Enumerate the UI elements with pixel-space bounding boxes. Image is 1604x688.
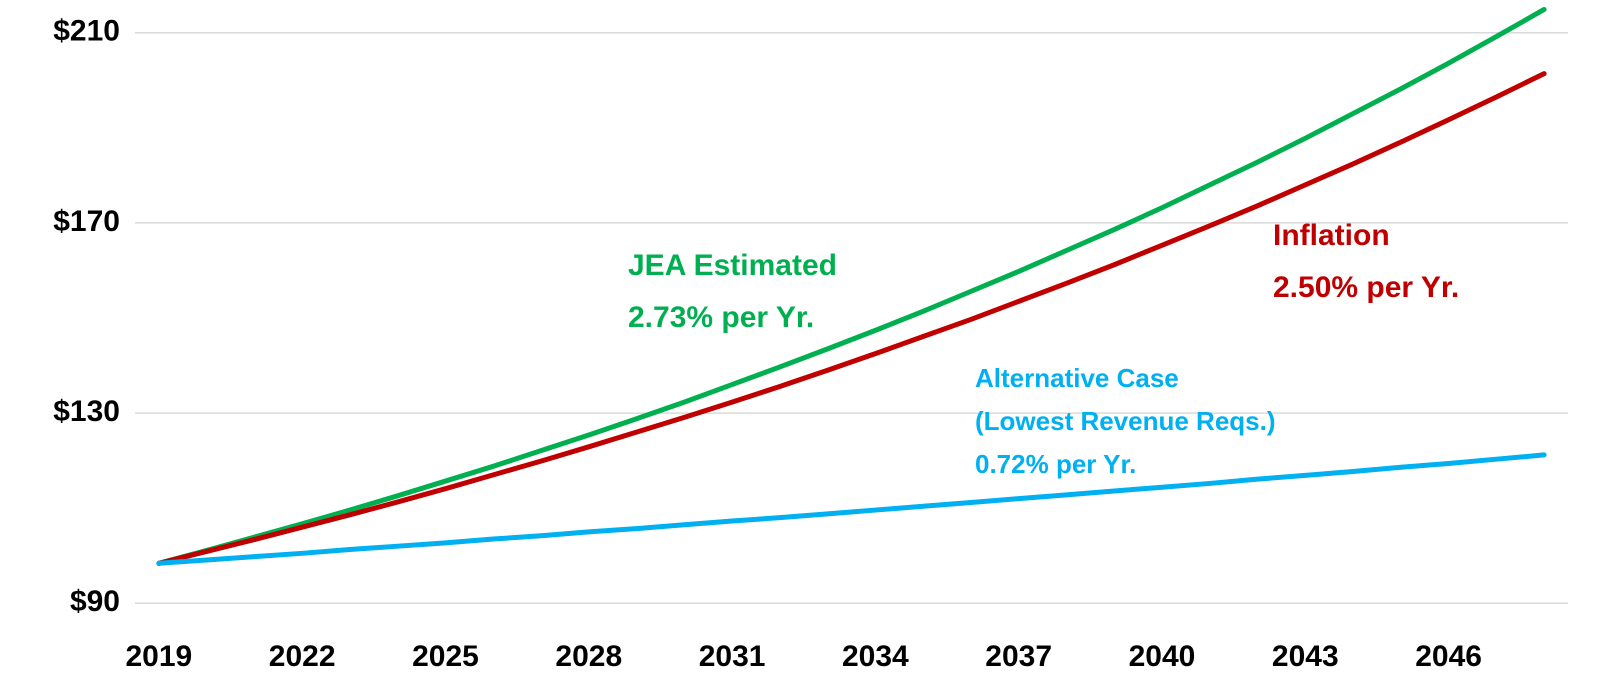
series-line <box>156 71 1547 566</box>
x-tick-label: 2037 <box>985 640 1052 673</box>
annotation: Alternative Case <box>975 363 1179 393</box>
series-line <box>156 452 1547 566</box>
x-tick-label: 2034 <box>842 640 909 673</box>
y-tick-label: $90 <box>70 585 120 618</box>
x-tick-label: 2022 <box>269 640 336 673</box>
annotation: 2.73% per Yr. <box>628 301 814 334</box>
x-tick-label: 2019 <box>126 640 193 673</box>
annotation: 2.50% per Yr. <box>1273 271 1459 304</box>
y-tick-label: $210 <box>53 15 120 48</box>
x-tick-label: 2040 <box>1129 640 1196 673</box>
series-line <box>156 6 1547 566</box>
annotation: JEA Estimated <box>628 249 837 282</box>
annotation: Inflation <box>1273 219 1390 252</box>
x-tick-label: 2025 <box>412 640 479 673</box>
x-tick-label: 2028 <box>555 640 622 673</box>
y-tick-label: $130 <box>53 395 120 428</box>
x-tick-label: 2031 <box>699 640 766 673</box>
annotation: 0.72% per Yr. <box>975 449 1136 479</box>
x-tick-label: 2043 <box>1272 640 1339 673</box>
x-tick-label: 2046 <box>1415 640 1482 673</box>
annotation: (Lowest Revenue Reqs.) <box>975 406 1276 436</box>
y-tick-label: $170 <box>53 205 120 238</box>
